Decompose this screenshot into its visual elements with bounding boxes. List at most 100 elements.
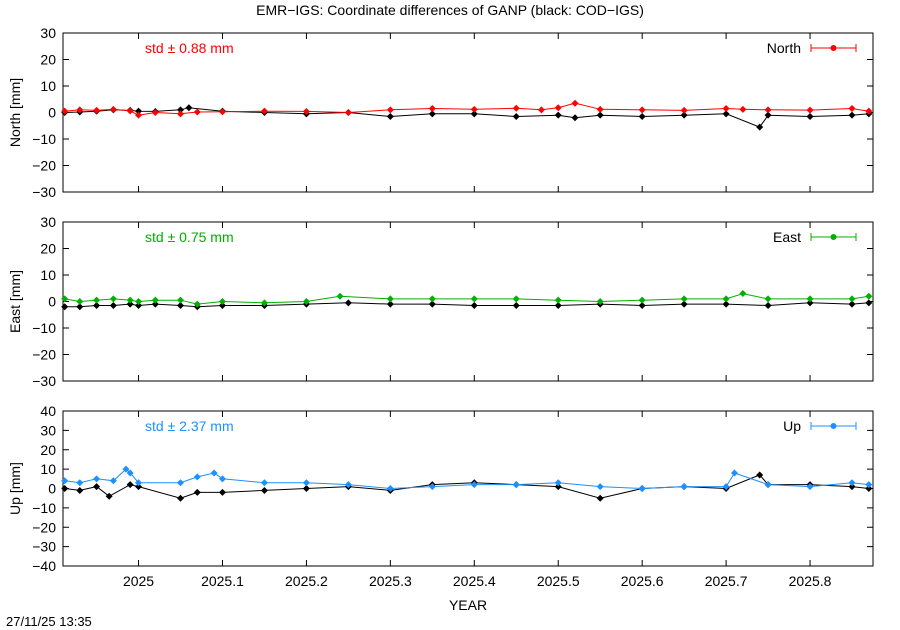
north-series-0-point bbox=[302, 107, 310, 115]
north-series-1-point bbox=[428, 110, 436, 118]
up-series-1-point bbox=[126, 481, 134, 489]
up-xtick-label: 2025.5 bbox=[537, 573, 580, 589]
east-legend-marker bbox=[830, 234, 837, 240]
east-series-0-point bbox=[135, 298, 143, 305]
east-series-1-point bbox=[177, 301, 185, 309]
up-series-1-point bbox=[302, 485, 310, 492]
north-series-0-point bbox=[596, 105, 604, 113]
north-ytick-label: 30 bbox=[40, 25, 56, 41]
up-legend-marker bbox=[830, 423, 837, 429]
east-series-1-point bbox=[512, 301, 520, 309]
east-series-1-point bbox=[76, 303, 84, 311]
up-series-0-point bbox=[428, 483, 436, 491]
up-series-1-point bbox=[260, 486, 268, 494]
north-ytick-label: 20 bbox=[40, 52, 56, 68]
north-series-0-point bbox=[93, 106, 101, 114]
north-series-0-point bbox=[109, 105, 117, 113]
north-series-1-point bbox=[722, 110, 730, 118]
up-ytick-label: 30 bbox=[40, 422, 56, 438]
north-ytick-label: −10 bbox=[32, 131, 56, 147]
east-series-0-point bbox=[680, 295, 688, 303]
north-series-1-point bbox=[185, 104, 193, 112]
north-series-0-point bbox=[722, 105, 730, 113]
up-series-1-point bbox=[105, 492, 113, 500]
up-series-0-point bbox=[470, 481, 478, 489]
up-plot-frame bbox=[62, 410, 874, 567]
east-ytick-label: −30 bbox=[32, 373, 56, 389]
east-ytick-label: −10 bbox=[32, 320, 56, 336]
north-plot-frame bbox=[62, 32, 874, 193]
east-series-0-point bbox=[428, 295, 436, 303]
east-series-1-point bbox=[386, 300, 394, 308]
up-series-line-1 bbox=[64, 474, 869, 499]
up-series-0-point bbox=[344, 481, 352, 489]
east-series-0-point bbox=[177, 296, 185, 304]
north-series-0-point bbox=[344, 109, 352, 116]
north-series-0-point bbox=[61, 107, 69, 115]
east-series-0-point bbox=[512, 295, 520, 303]
north-series-1-point bbox=[806, 112, 814, 120]
north-series-1-point bbox=[764, 111, 772, 119]
up-legend-label: Up bbox=[783, 418, 801, 434]
east-series-1-point bbox=[109, 301, 117, 309]
east-series-0-point bbox=[151, 296, 159, 304]
up-series-1-point bbox=[76, 486, 84, 494]
north-series-0-point bbox=[151, 109, 159, 116]
north-series-0-point bbox=[126, 107, 134, 115]
east-series-1-point bbox=[722, 300, 730, 308]
up-ytick-label: 0 bbox=[48, 481, 56, 497]
north-series-1-point bbox=[596, 111, 604, 119]
north-series-0-point bbox=[177, 110, 185, 118]
east-series-1-point bbox=[806, 299, 814, 307]
up-series-1-point bbox=[61, 485, 69, 492]
north-series-0-point bbox=[680, 106, 688, 114]
east-series-line-0 bbox=[64, 293, 869, 305]
east-series-1-point bbox=[865, 299, 873, 307]
up-series-0-point bbox=[731, 469, 739, 477]
up-xtick-label: 2025.1 bbox=[201, 573, 244, 589]
east-ytick-label: −20 bbox=[32, 347, 56, 363]
north-series-0-point bbox=[571, 99, 579, 107]
north-series-0-point bbox=[260, 107, 268, 115]
east-series-0-point bbox=[302, 298, 310, 305]
up-ylabel: Up [mm] bbox=[7, 462, 23, 515]
up-series-1-point bbox=[193, 488, 201, 496]
north-series-0-point bbox=[428, 105, 436, 113]
chart-title: EMR−IGS: Coordinate differences of GANP … bbox=[256, 2, 644, 18]
north-series-0-point bbox=[537, 106, 545, 114]
east-series-1-point bbox=[93, 301, 101, 309]
up-series-0-point bbox=[93, 475, 101, 483]
up-xtick-label: 2025.7 bbox=[705, 573, 748, 589]
east-series-0-point bbox=[638, 296, 646, 304]
north-series-1-point bbox=[470, 110, 478, 118]
up-series-0-point bbox=[865, 481, 873, 489]
up-xtick-label: 2025.2 bbox=[285, 573, 328, 589]
up-xtick-label: 2025 bbox=[123, 573, 154, 589]
north-series-1-point bbox=[848, 111, 856, 119]
up-series-0-point bbox=[302, 479, 310, 487]
north-series-0-point bbox=[806, 106, 814, 114]
north-series-0-point bbox=[135, 111, 143, 119]
east-std-label: std ± 0.75 mm bbox=[145, 229, 234, 245]
north-series-0-point bbox=[865, 107, 873, 115]
north-series-0-point bbox=[554, 104, 562, 112]
east-series-0-point bbox=[76, 298, 84, 305]
north-series-1-point bbox=[512, 112, 520, 120]
east-series-0-point bbox=[739, 290, 747, 298]
east-series-1-point bbox=[680, 300, 688, 308]
east-ytick-label: 10 bbox=[40, 267, 56, 283]
up-series-0-point bbox=[554, 479, 562, 487]
north-series-line-1 bbox=[64, 107, 869, 128]
east-ylabel: East [mm] bbox=[7, 270, 23, 333]
up-series-0-point bbox=[193, 473, 201, 481]
up-series-0-point bbox=[109, 477, 117, 485]
east-series-0-point bbox=[93, 296, 101, 304]
north-series-1-point bbox=[177, 106, 185, 114]
up-std-label: std ± 2.37 mm bbox=[145, 418, 234, 434]
up-series-0-point bbox=[210, 469, 218, 477]
up-series-line-0 bbox=[64, 468, 869, 490]
north-ytick-label: −30 bbox=[32, 184, 56, 200]
north-series-0-point bbox=[218, 108, 226, 116]
up-xtick-label: 2025.4 bbox=[453, 573, 496, 589]
up-xtick-label: 2025.6 bbox=[621, 573, 664, 589]
